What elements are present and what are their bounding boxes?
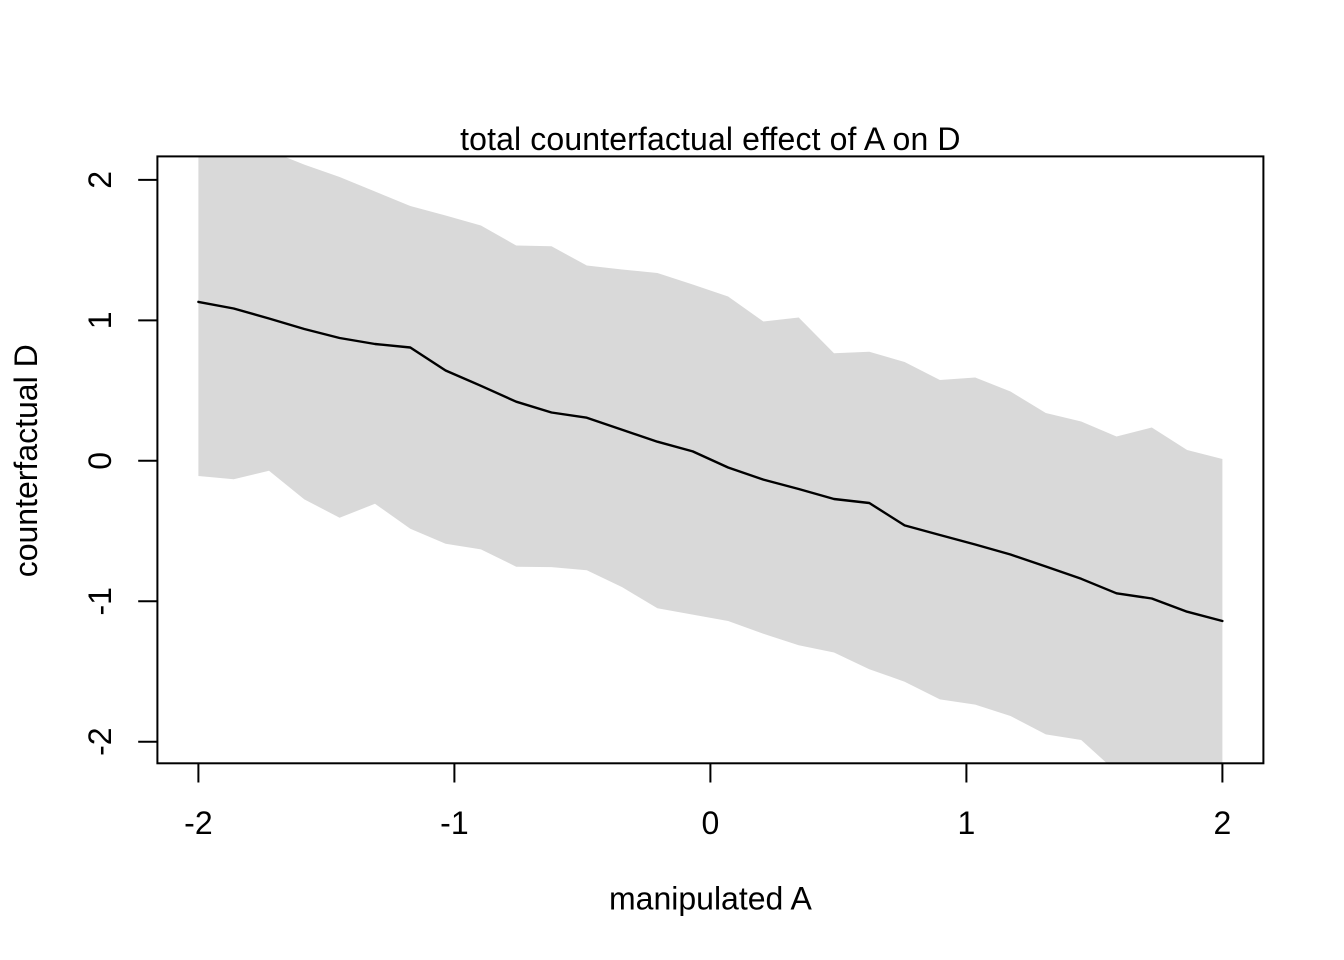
svg-text:total counterfactual effect of: total counterfactual effect of A on D — [460, 121, 961, 157]
svg-text:-1: -1 — [82, 587, 118, 615]
svg-text:-2: -2 — [82, 727, 118, 755]
svg-text:0: 0 — [82, 452, 118, 470]
svg-text:1: 1 — [82, 312, 118, 330]
svg-text:0: 0 — [702, 805, 720, 841]
svg-text:-2: -2 — [184, 805, 212, 841]
svg-text:2: 2 — [82, 171, 118, 189]
svg-text:manipulated A: manipulated A — [609, 881, 812, 917]
svg-text:1: 1 — [958, 805, 976, 841]
svg-text:2: 2 — [1214, 805, 1232, 841]
svg-text:counterfactual D: counterfactual D — [8, 344, 44, 577]
svg-text:-1: -1 — [440, 805, 468, 841]
